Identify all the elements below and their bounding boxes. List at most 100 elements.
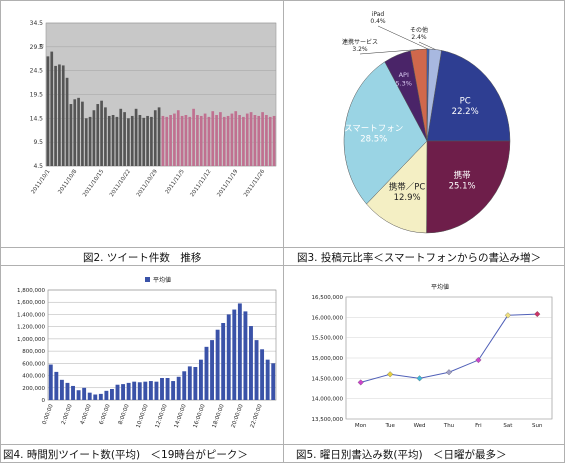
x-tick-label: 2011/10/15 xyxy=(82,168,105,198)
bar xyxy=(98,393,103,400)
bar xyxy=(104,107,107,166)
y-tick-label: 400,000 xyxy=(22,374,45,380)
bar xyxy=(176,376,181,400)
x-tick-label: Fri xyxy=(475,423,482,429)
bar xyxy=(65,77,69,166)
bar xyxy=(238,114,241,166)
y-tick-label: 29.5 xyxy=(30,44,44,51)
series-line xyxy=(357,311,541,386)
x-tick-label: Wed xyxy=(414,423,426,429)
x-tick-label: 8:00:00 xyxy=(118,403,131,425)
y-tick-labels: 34.5 29.5 24.5 19.5 14.5 9.5 4.5 xyxy=(30,20,44,170)
bar xyxy=(137,382,142,400)
bar xyxy=(138,114,142,166)
y-tick-label: 24.5 xyxy=(30,68,44,75)
bar xyxy=(84,118,88,166)
bar xyxy=(198,359,203,400)
bar xyxy=(148,381,153,400)
bar xyxy=(265,359,270,400)
y-tick-label: 14.5 xyxy=(30,115,44,122)
bar xyxy=(272,115,276,166)
bar xyxy=(82,387,87,400)
y-tick-label: 14,000,000 xyxy=(312,397,344,403)
bar xyxy=(61,65,65,166)
y-tick-label: 1,600,000 xyxy=(17,300,45,306)
bar xyxy=(93,394,98,400)
weekday-posts-chart: 平均値 16,500,000 16,000,000 15,500,000 15,000… xyxy=(312,283,553,429)
bar xyxy=(215,114,218,166)
x-tick-label: Sat xyxy=(503,423,513,429)
x-tick-label: 2011/11/19 xyxy=(216,168,239,198)
bar xyxy=(161,115,165,166)
bar xyxy=(92,110,96,166)
leader-line xyxy=(377,25,429,50)
bar xyxy=(196,114,199,166)
bar xyxy=(184,114,188,166)
gridlines xyxy=(46,22,276,167)
bar xyxy=(96,104,100,166)
bar xyxy=(100,100,103,166)
leader-line xyxy=(418,41,436,50)
bar xyxy=(243,311,248,400)
bar xyxy=(253,114,257,166)
caption-fig5: 図5. 曜日別書込み数(平均) ＜日曜が最多＞ xyxy=(296,449,507,461)
bar xyxy=(69,104,73,166)
data-point xyxy=(534,311,541,318)
bar xyxy=(121,384,126,400)
bar xyxy=(187,366,192,400)
bar xyxy=(176,110,180,166)
bar xyxy=(242,116,245,166)
bar xyxy=(132,381,137,400)
y-tick-label: 1,800,000 xyxy=(17,288,45,294)
pie-value-label: 12.9% xyxy=(394,193,421,203)
bar xyxy=(58,64,61,166)
bar xyxy=(257,115,261,166)
y-tick-label: 19.5 xyxy=(30,92,44,99)
bar xyxy=(146,115,149,166)
pie-slice xyxy=(426,140,511,234)
bar xyxy=(192,108,195,166)
x-tick-label: 2011/11/5 xyxy=(165,168,186,195)
y-tick-label: 14,500,000 xyxy=(312,376,344,382)
bar xyxy=(268,116,272,166)
x-tick-label: 2011/11/26 xyxy=(243,168,266,198)
bar xyxy=(71,385,75,400)
bar xyxy=(77,97,80,166)
x-tick-label: 2011/10/1 xyxy=(30,169,51,196)
bar xyxy=(107,115,111,166)
bar xyxy=(265,114,268,166)
bar xyxy=(222,116,226,166)
x-tick-label: 2:00:00 xyxy=(61,403,74,425)
y-tick-label: 9.5 xyxy=(33,139,43,146)
bar xyxy=(134,108,138,166)
bar xyxy=(154,381,159,400)
y-tick-label: 200,000 xyxy=(22,386,45,392)
x-tick-label: 14:00:00 xyxy=(174,403,188,429)
x-tick-label: Tue xyxy=(384,423,395,429)
bar xyxy=(111,114,115,166)
caption-fig2: 図2. ツイート件数 推移 xyxy=(83,252,202,264)
bar xyxy=(237,303,242,400)
bar xyxy=(219,112,222,166)
bars xyxy=(48,303,276,400)
y-tick-label: 1,200,000 xyxy=(17,325,45,331)
y-tick-label: 15,000,000 xyxy=(312,356,344,362)
pie-label: その他 xyxy=(410,26,428,34)
bar xyxy=(110,389,114,400)
bar xyxy=(271,363,276,400)
bar xyxy=(182,371,187,400)
bar xyxy=(261,112,264,166)
pie-slice xyxy=(426,48,442,142)
x-tick-label: 2011/10/22 xyxy=(109,169,132,198)
bar xyxy=(254,340,259,400)
bar xyxy=(142,117,146,166)
y-tick-label: 15,500,000 xyxy=(312,336,344,342)
bar xyxy=(245,113,249,166)
bar xyxy=(203,113,207,166)
x-tick-label: 2011/10/29 xyxy=(136,168,159,198)
x-tick-label: 2011/11/12 xyxy=(189,169,212,198)
bar xyxy=(127,118,130,166)
legend-label: 平均値 xyxy=(153,276,171,284)
pie-label: 連携サービス xyxy=(342,38,378,46)
